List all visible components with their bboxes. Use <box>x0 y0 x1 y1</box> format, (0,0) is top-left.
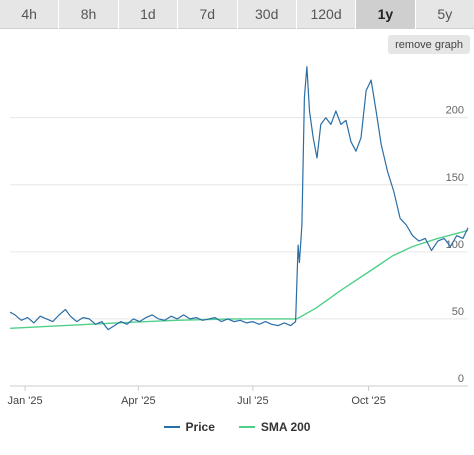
legend-item-price[interactable]: Price <box>163 420 215 434</box>
tab-1y[interactable]: 1y <box>356 0 415 29</box>
tab-120d[interactable]: 120d <box>296 0 356 29</box>
remove-graph-button[interactable]: remove graph <box>388 35 470 54</box>
price-chart: 0 50 100 150 200 Jan '25 Apr '25 Jul '25 Oct '2… <box>8 66 469 407</box>
tab-4h[interactable]: 4h <box>0 0 59 29</box>
tab-5y[interactable]: 5y <box>415 0 474 29</box>
chart-legend: Price SMA 200 <box>0 420 474 434</box>
price-line <box>9 66 469 331</box>
tab-8h[interactable]: 8h <box>59 0 118 29</box>
y-tick-label: 0 <box>458 373 464 385</box>
legend-item-sma[interactable]: SMA 200 <box>238 420 311 434</box>
y-tick-label: 150 <box>446 172 464 184</box>
tab-30d[interactable]: 30d <box>237 0 296 29</box>
legend-label-sma: SMA 200 <box>260 420 311 434</box>
x-tick-label: Apr '25 <box>121 395 156 407</box>
time-range-tabs: 4h 8h 1d 7d 30d 120d 1y 5y <box>0 0 474 30</box>
legend-label-price: Price <box>185 420 215 434</box>
tab-1d[interactable]: 1d <box>118 0 178 29</box>
price-swatch-icon <box>163 426 180 428</box>
x-tick-label: Oct '25 <box>351 395 386 407</box>
x-tick-label: Jan '25 <box>8 395 43 407</box>
y-tick-label: 100 <box>446 239 464 251</box>
tab-7d[interactable]: 7d <box>178 0 237 29</box>
sma-swatch-icon <box>238 426 255 428</box>
y-tick-label: 200 <box>446 105 464 117</box>
sma-200-line <box>9 229 469 329</box>
y-tick-label: 50 <box>452 306 464 318</box>
x-tick-label: Jul '25 <box>237 395 268 407</box>
